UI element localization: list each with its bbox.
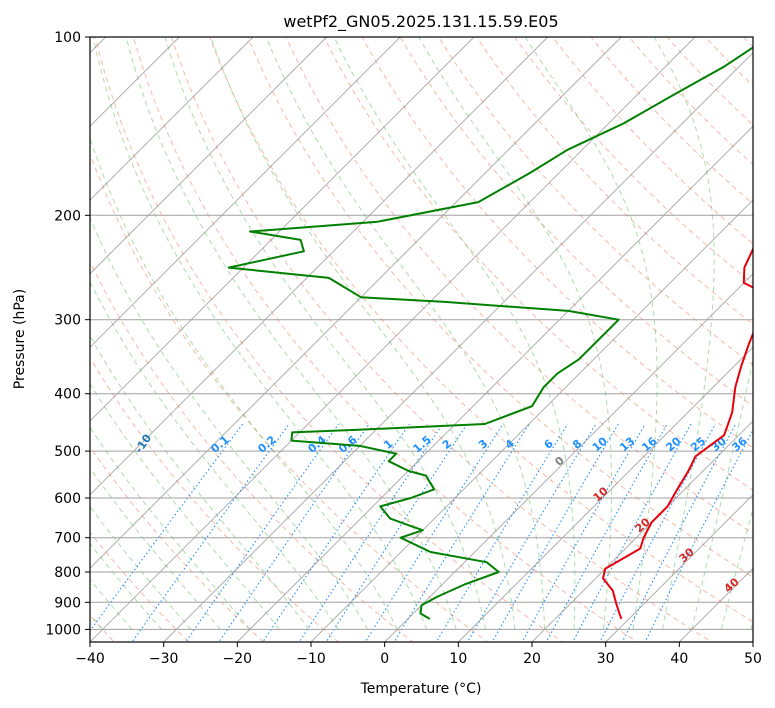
mixing-ratio-line [644, 428, 753, 642]
dry-adiabat-line [285, 37, 753, 534]
moist-adiabat-line [90, 216, 369, 630]
y-axis-title: Pressure (hPa) [12, 289, 28, 389]
mixing-ratio-line [131, 423, 290, 642]
isotherm-line [457, 346, 753, 642]
temperature-profile [602, 246, 753, 620]
x-tick-label: 30 [597, 651, 615, 667]
dry-adiabat-line [361, 37, 753, 449]
y-tick-label: 800 [54, 565, 81, 581]
dry-adiabat-line [475, 37, 753, 325]
isotherm-line [310, 199, 753, 642]
plot-frame [89, 36, 754, 643]
moist-adiabat-line [90, 542, 162, 630]
isotherm-line [384, 273, 753, 642]
moist-adiabat-line [90, 505, 192, 630]
dry-adiabat-line [514, 37, 753, 285]
x-tick-label: 0 [380, 651, 389, 667]
mixing-ratio-line [364, 423, 504, 642]
dry-adiabat-line [132, 37, 638, 642]
dry-adiabats [90, 37, 753, 642]
x-tick-label: 50 [744, 651, 762, 667]
y-tick-label: 600 [54, 491, 81, 507]
isotherm-line [90, 37, 254, 201]
moist-adiabat-line [92, 37, 428, 630]
x-tick-label: 10 [449, 651, 467, 667]
moist-adiabat-line [125, 37, 457, 630]
moist-adiabat-line [265, 37, 546, 630]
dry-adiabat-line [90, 152, 489, 642]
dry-adiabat-line [437, 37, 753, 366]
y-tick-label: 900 [54, 595, 81, 611]
y-tick-label: 500 [54, 444, 81, 460]
mixing-ratio-line [435, 423, 569, 642]
mixing-ratio-line [599, 423, 716, 642]
x-tick-label: −10 [296, 651, 326, 667]
isotherm-line [90, 37, 401, 348]
dry-adiabat-line [94, 37, 564, 642]
y-tick-label: 200 [54, 208, 81, 224]
mixing-ratio-lines [90, 423, 753, 642]
isotherm-line [90, 37, 328, 275]
dry-adiabat-line [209, 37, 753, 623]
mixing-ratio-line [393, 423, 530, 642]
isotherm-line [605, 494, 753, 642]
mixing-ratio-line [466, 423, 597, 642]
moist-adiabat-line [90, 467, 221, 630]
chart-title: wetPf2_GN05.2025.131.15.59.E05 [283, 12, 558, 32]
moist-adiabat-line [90, 136, 398, 630]
isotherm-line [90, 37, 475, 422]
mixing-ratio-line [621, 423, 737, 642]
axis-ticks: −40 −30 −20 −10 0 10 20 30 40 50 1000 900 800 700 600 5… [45, 30, 762, 667]
profile-series [227, 46, 753, 620]
y-tick-label: 1000 [45, 622, 81, 638]
dry-adiabat-line [323, 37, 753, 491]
moist-adiabat-line [524, 37, 658, 630]
isotherm-line [531, 420, 753, 642]
y-tick-label: 700 [54, 531, 81, 547]
isotherm-line [90, 37, 549, 496]
mixing-ratio-line [491, 423, 619, 642]
x-tick-label: −40 [75, 651, 105, 667]
moist-adiabat-line [210, 37, 516, 630]
dry-adiabat-line [170, 37, 713, 642]
isotherm-lines [90, 37, 753, 642]
x-axis-title: Temperature (°C) [360, 681, 482, 697]
x-tick-label: −30 [149, 651, 179, 667]
isotherm-line [163, 52, 753, 642]
mixing-ratio-line [325, 423, 468, 642]
moist-adiabats [90, 37, 753, 630]
y-tick-label: 300 [54, 313, 81, 329]
dry-adiabat-line [399, 37, 753, 407]
isobar-gridlines [90, 37, 753, 630]
y-tick-label: 100 [54, 30, 81, 46]
moist-adiabat-line [653, 37, 715, 630]
moist-adiabat-line [333, 37, 576, 630]
x-tick-label: 20 [523, 651, 541, 667]
x-tick-label: 40 [670, 651, 688, 667]
isotherm-line [236, 125, 753, 642]
moist-adiabat-line [418, 37, 613, 630]
dewpoint-profile [227, 46, 753, 620]
moist-adiabat-line [90, 578, 133, 630]
mixing-ratio-line [218, 423, 370, 642]
dry-adiabat-line [90, 260, 414, 642]
dry-adiabat-line [247, 37, 753, 578]
y-tick-label: 400 [54, 387, 81, 403]
dry-adiabat-line [90, 356, 340, 642]
moist-adiabat-line [90, 382, 280, 630]
isotherm-line [90, 37, 622, 569]
x-tick-label: −20 [223, 651, 253, 667]
moist-adiabat-line [691, 358, 753, 630]
moist-adiabat-line [90, 426, 251, 630]
